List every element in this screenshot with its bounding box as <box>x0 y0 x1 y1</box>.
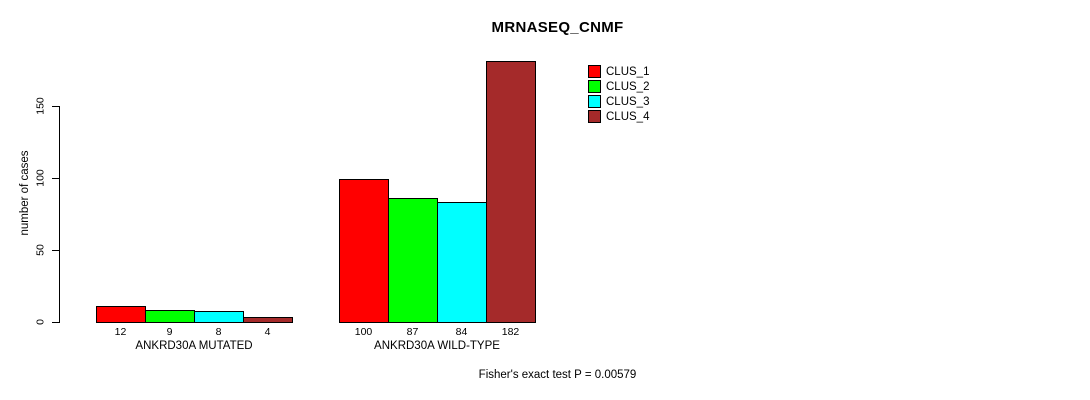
y-tick-label: 150 <box>34 97 47 115</box>
bar-value-label: 9 <box>166 326 173 338</box>
y-tick <box>52 106 59 107</box>
legend-label: CLUS_4 <box>606 110 650 123</box>
bar-clus_2-mutated <box>145 310 195 323</box>
legend-item: CLUS_1 <box>588 65 649 78</box>
bar-value-label: 12 <box>114 326 127 338</box>
bar-clus_3-mutated <box>194 311 244 323</box>
legend-item: CLUS_3 <box>588 95 649 108</box>
y-tick-label: 100 <box>34 169 47 187</box>
legend-label: CLUS_1 <box>606 65 650 78</box>
y-axis-line <box>59 106 60 323</box>
bar-value-label: 100 <box>354 326 373 338</box>
legend-swatch-icon <box>588 110 601 123</box>
category-label: ANKRD30A MUTATED <box>135 340 253 352</box>
stat-annotation: Fisher's exact test P = 0.00579 <box>478 369 637 381</box>
bar-clus_1-wildtype <box>339 179 389 323</box>
category-label: ANKRD30A WILD-TYPE <box>374 340 500 352</box>
chart-title: MRNASEQ_CNMF <box>491 19 624 36</box>
legend-label: CLUS_2 <box>606 80 650 93</box>
y-axis-label: number of cases <box>19 150 31 236</box>
legend-item: CLUS_4 <box>588 110 649 123</box>
y-tick <box>52 322 59 323</box>
legend-swatch-icon <box>588 80 601 93</box>
y-tick <box>52 250 59 251</box>
y-tick-label: 0 <box>34 319 47 325</box>
y-tick <box>52 178 59 179</box>
bar-clus_4-mutated <box>243 317 293 323</box>
legend-swatch-icon <box>588 95 601 108</box>
bar-value-label: 4 <box>264 326 271 338</box>
bar-clus_4-wildtype <box>486 61 536 323</box>
y-tick-label: 50 <box>34 244 47 256</box>
legend: CLUS_1 CLUS_2 CLUS_3 CLUS_4 <box>588 65 649 123</box>
bar-value-label: 8 <box>215 326 222 338</box>
bar-value-label: 87 <box>406 326 419 338</box>
legend-label: CLUS_3 <box>606 95 650 108</box>
bar-clus_2-wildtype <box>388 198 438 323</box>
legend-item: CLUS_2 <box>588 80 649 93</box>
bar-value-label: 182 <box>501 326 520 338</box>
bar-clus_1-mutated <box>96 306 146 323</box>
bar-value-label: 84 <box>455 326 468 338</box>
bar-clus_3-wildtype <box>437 202 487 323</box>
legend-swatch-icon <box>588 65 601 78</box>
